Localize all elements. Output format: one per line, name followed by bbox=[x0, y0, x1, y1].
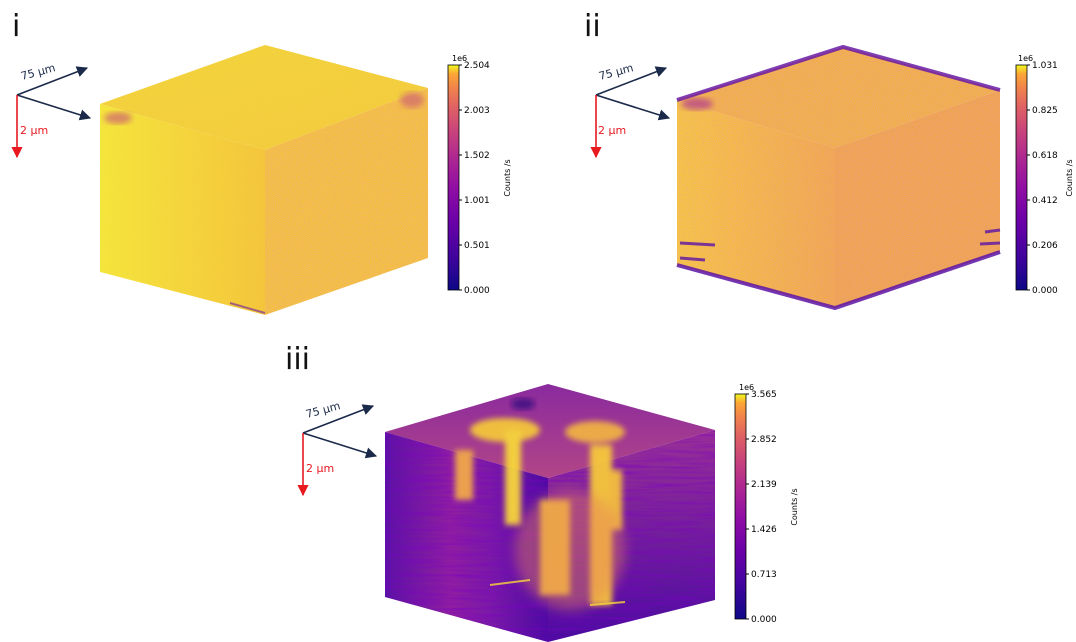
tick-label: 0.000 bbox=[1032, 286, 1058, 296]
tick-label: 0.825 bbox=[1032, 106, 1058, 116]
tick-label: 1.426 bbox=[751, 525, 777, 535]
colorbar-ticks-i: 2.504 2.003 1.502 1.001 0.501 0.000 bbox=[459, 61, 490, 296]
depth-scale-label-ii: 2 µm bbox=[598, 124, 626, 137]
tick-label: 1.001 bbox=[464, 196, 490, 206]
tick-label: 0.000 bbox=[751, 615, 777, 625]
volume-render-i bbox=[100, 45, 428, 315]
lateral-scale-label-iii: 75 µm bbox=[304, 399, 341, 421]
tick-label: 2.139 bbox=[751, 480, 777, 490]
tick-label: 0.501 bbox=[464, 241, 490, 251]
tick-label: 0.000 bbox=[464, 286, 490, 296]
tick-label: 0.618 bbox=[1032, 151, 1058, 161]
volume-render-iii bbox=[385, 384, 715, 642]
tick-label: 2.852 bbox=[751, 435, 777, 445]
tick-label: 1.502 bbox=[464, 151, 490, 161]
tick-label: 0.713 bbox=[751, 570, 777, 580]
lateral-scale-label-ii: 75 µm bbox=[597, 61, 634, 83]
depth-scale-label-iii: 2 µm bbox=[306, 462, 334, 475]
tick-label: 2.504 bbox=[464, 61, 490, 71]
colorbar-title-ii: Counts /s bbox=[1065, 159, 1074, 196]
colorbar-title-i: Counts /s bbox=[503, 159, 512, 196]
colorbar-ticks-ii: 1.031 0.825 0.618 0.412 0.206 0.000 bbox=[1027, 61, 1058, 296]
tick-label: 2.003 bbox=[464, 106, 490, 116]
panel-label-iii: iii bbox=[285, 342, 311, 377]
panel-iii: 75 µm 2 µm 1e6 bbox=[297, 383, 799, 642]
colorbar-ii: 1e6 Counts /s 1.031 0.825 0.618 0.412 0.… bbox=[1015, 54, 1074, 296]
axes-indicator-ii: 75 µm 2 µm bbox=[590, 61, 671, 159]
panel-label-ii: ii bbox=[584, 9, 601, 44]
colorbar-title-iii: Counts /s bbox=[790, 488, 799, 525]
tick-label: 3.565 bbox=[751, 390, 777, 400]
colorbar-exponent-ii: 1e6 bbox=[1018, 54, 1033, 63]
panel-label-i: i bbox=[12, 9, 21, 44]
colorbar-iii: 1e6 Counts /s 3.565 2.852 2.139 1.426 0.… bbox=[734, 383, 799, 625]
depth-scale-label-i: 2 µm bbox=[20, 124, 48, 137]
tick-label: 0.206 bbox=[1032, 241, 1058, 251]
tick-label: 0.412 bbox=[1032, 196, 1058, 206]
volume-render-ii bbox=[676, 44, 1001, 311]
panel-ii: 75 µm 2 µm 1e6 Counts /s 1.031 0.8 bbox=[590, 44, 1074, 311]
colorbar-exponent-i: 1e6 bbox=[452, 54, 467, 63]
colorbar-ticks-iii: 3.565 2.852 2.139 1.426 0.713 0.000 bbox=[746, 390, 777, 625]
tick-label: 1.031 bbox=[1032, 61, 1058, 71]
panel-i: 75 µm 2 µm 1e6 Counts /s 2.504 2.003 1.5… bbox=[11, 45, 512, 315]
colorbar-exponent-iii: 1e6 bbox=[739, 383, 754, 392]
colorbar-i: 1e6 Counts /s 2.504 2.003 1.502 1.001 0.… bbox=[447, 54, 512, 296]
lateral-scale-label-i: 75 µm bbox=[19, 61, 56, 83]
axes-indicator-i: 75 µm 2 µm bbox=[11, 61, 92, 159]
axes-indicator-iii: 75 µm 2 µm bbox=[297, 399, 378, 497]
